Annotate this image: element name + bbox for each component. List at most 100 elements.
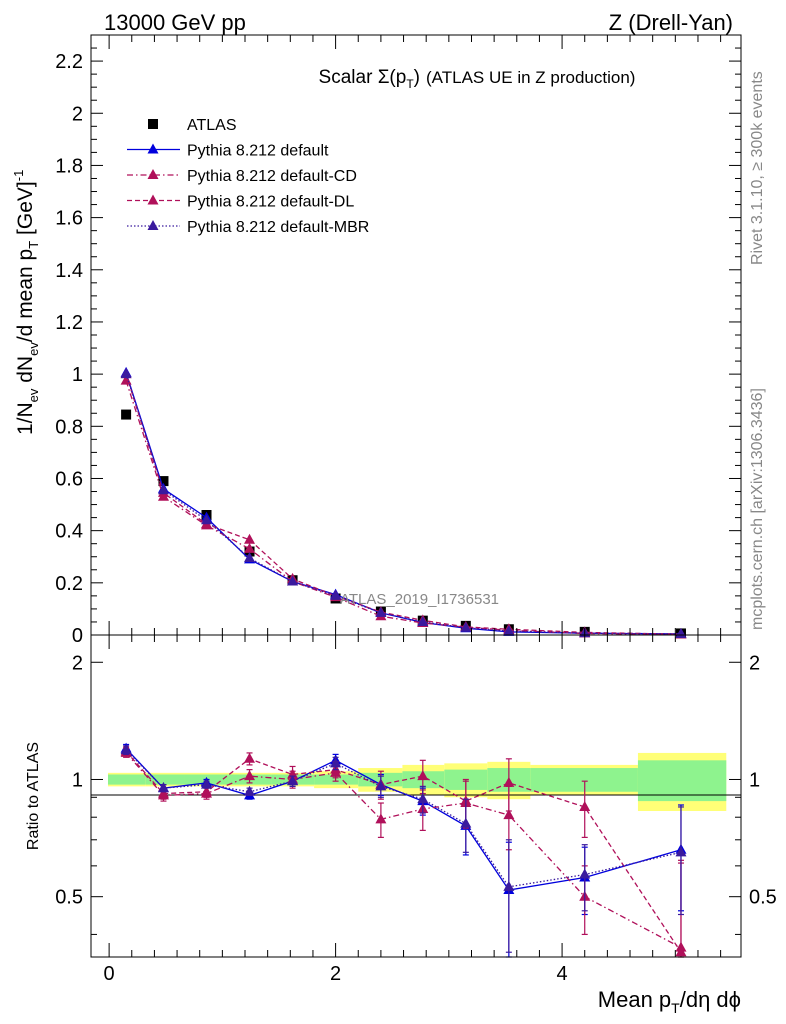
analysis-watermark: ATLAS_2019_I1736531 [340,591,499,608]
mc-point [201,514,213,525]
ratio-point [579,868,591,879]
ratio-point [157,787,169,798]
band-inner [145,774,185,785]
ratio-series-line [125,752,682,949]
mc-point [287,575,299,586]
ratio-point [287,775,299,786]
ratio-point [579,800,591,811]
ratio-point [675,846,687,857]
ratio-ytick-label-right: 0.5 [749,887,777,909]
ratio-point [503,776,515,787]
ratio-point [120,744,132,755]
band-inner [107,774,146,785]
main-series-line [125,380,681,636]
ratio-series-layer [120,742,687,958]
xtick-label: 2 [330,963,341,985]
main-ytick-label: 0.6 [55,468,83,490]
mc-point [120,368,132,379]
ratio-ylabel: Ratio to ATLAS [25,742,42,850]
main-ytick-label: 0.4 [55,521,83,543]
ratio-ytick-label-right: 2 [749,652,760,674]
mc-point [244,542,256,553]
legend-marker [147,220,159,230]
mc-point [460,621,472,632]
title-sigma: Σ(p [378,67,407,88]
ratio-point [417,770,429,781]
legend-marker [147,194,159,205]
ratio-point [244,770,256,781]
x-ticks: 0 2 4 [104,35,722,985]
mc-point [330,589,342,600]
legend-label: Pythia 8.212 default-MBR [187,219,369,236]
main-ytick-label: 1.6 [55,208,83,230]
main-ytick-label: 1.2 [55,312,83,334]
xtick-label: 0 [104,963,115,985]
main-panel: 0 0.2 0.4 0.6 0.8 1 1.2 1.4 1.6 1.8 2 2.2 Scalar Σ(… [11,34,742,647]
band-inner [530,768,638,792]
legend-entry-3: Pythia 8.212 default-DL [127,194,354,211]
title-scalar: Scalar [319,67,378,88]
main-yticks: 0 0.2 0.4 0.6 0.8 1 1.2 1.4 1.6 1.8 2 2.2 [55,34,741,647]
ratio-point [244,785,256,796]
ratio-point [375,780,387,791]
ratio-series-line [125,749,682,888]
mc-point [375,606,387,617]
ratio-series-line [125,751,682,953]
rivet-label: Rivet 3.1.10, ≥ 300k events [749,71,766,265]
mc-point [244,533,256,544]
main-ylabel: 1/Nev dNev/d mean pT [GeV]-1 [11,170,41,435]
process-label: Z (Drell-Yan) [609,10,733,35]
ratio-point [330,757,342,768]
ratio-ytick-label-right: 1 [749,769,760,791]
main-ytick-label: 0.2 [55,573,83,595]
legend-label: Pythia 8.212 default [187,143,329,160]
ratio-point [201,785,213,796]
main-ytick-label: 0.8 [55,416,83,438]
ratio-ytick-label: 0.5 [55,887,83,909]
mcplots-label: mcplots.cern.ch [arXiv:1306.3436] [749,388,766,630]
ratio-point [244,752,256,763]
legend-marker [147,143,159,154]
ratio-point [460,817,472,828]
ratio-point [157,782,169,793]
ratio-point [675,946,687,957]
energy-label: 13000 GeV pp [104,10,246,35]
ratio-ytick-label: 2 [72,652,83,674]
legend-entry-1: Pythia 8.212 default [127,143,329,160]
legend-entry-0: ATLAS [148,117,237,134]
ratio-point [375,813,387,824]
ratio-uncertainty-bands [107,752,727,811]
legend-label: ATLAS [187,117,237,134]
data-point [121,409,132,420]
xtick-label: 4 [557,963,568,985]
mc-point [157,484,169,495]
ratio-point [503,809,515,820]
legend-label: Pythia 8.212 default-CD [187,168,357,185]
ratio-panel: 0.5 0.5 1 1 2 2 0 2 4 Ratio to ATLAS [25,35,777,985]
legend-label: Pythia 8.212 default-DL [187,194,354,211]
main-ytick-label: 2 [72,103,83,125]
main-series-layer [120,366,687,639]
legend: ATLAS Pythia 8.212 default Pythia 8.212 de… [127,117,369,236]
main-ytick-label: 2.2 [55,51,83,73]
title-sigma-sub: T [406,77,414,91]
ratio-point [201,778,213,789]
title-rest: (ATLAS UE in Z production) [426,68,635,87]
legend-marker [148,119,158,129]
ratio-point [503,880,515,891]
main-series-line [125,373,681,635]
x-axis-label: Mean pT/dη dϕ [598,987,741,1016]
band-inner [637,760,727,802]
main-series-4 [120,368,687,638]
main-ytick-label: 1.4 [55,260,83,282]
mc-point [417,615,429,626]
data-point [158,476,169,487]
mc-point [244,552,256,563]
legend-marker [147,169,159,179]
legend-entry-4: Pythia 8.212 default-MBR [127,219,369,236]
main-ytick-label: 1 [72,364,83,386]
ratio-ytick-label: 1 [72,769,83,791]
ratio-yticks: 0.5 0.5 1 1 2 2 [55,652,777,935]
plot-title: Scalar Σ(pT) [319,67,420,91]
legend-entry-2: Pythia 8.212 default-CD [127,168,357,185]
